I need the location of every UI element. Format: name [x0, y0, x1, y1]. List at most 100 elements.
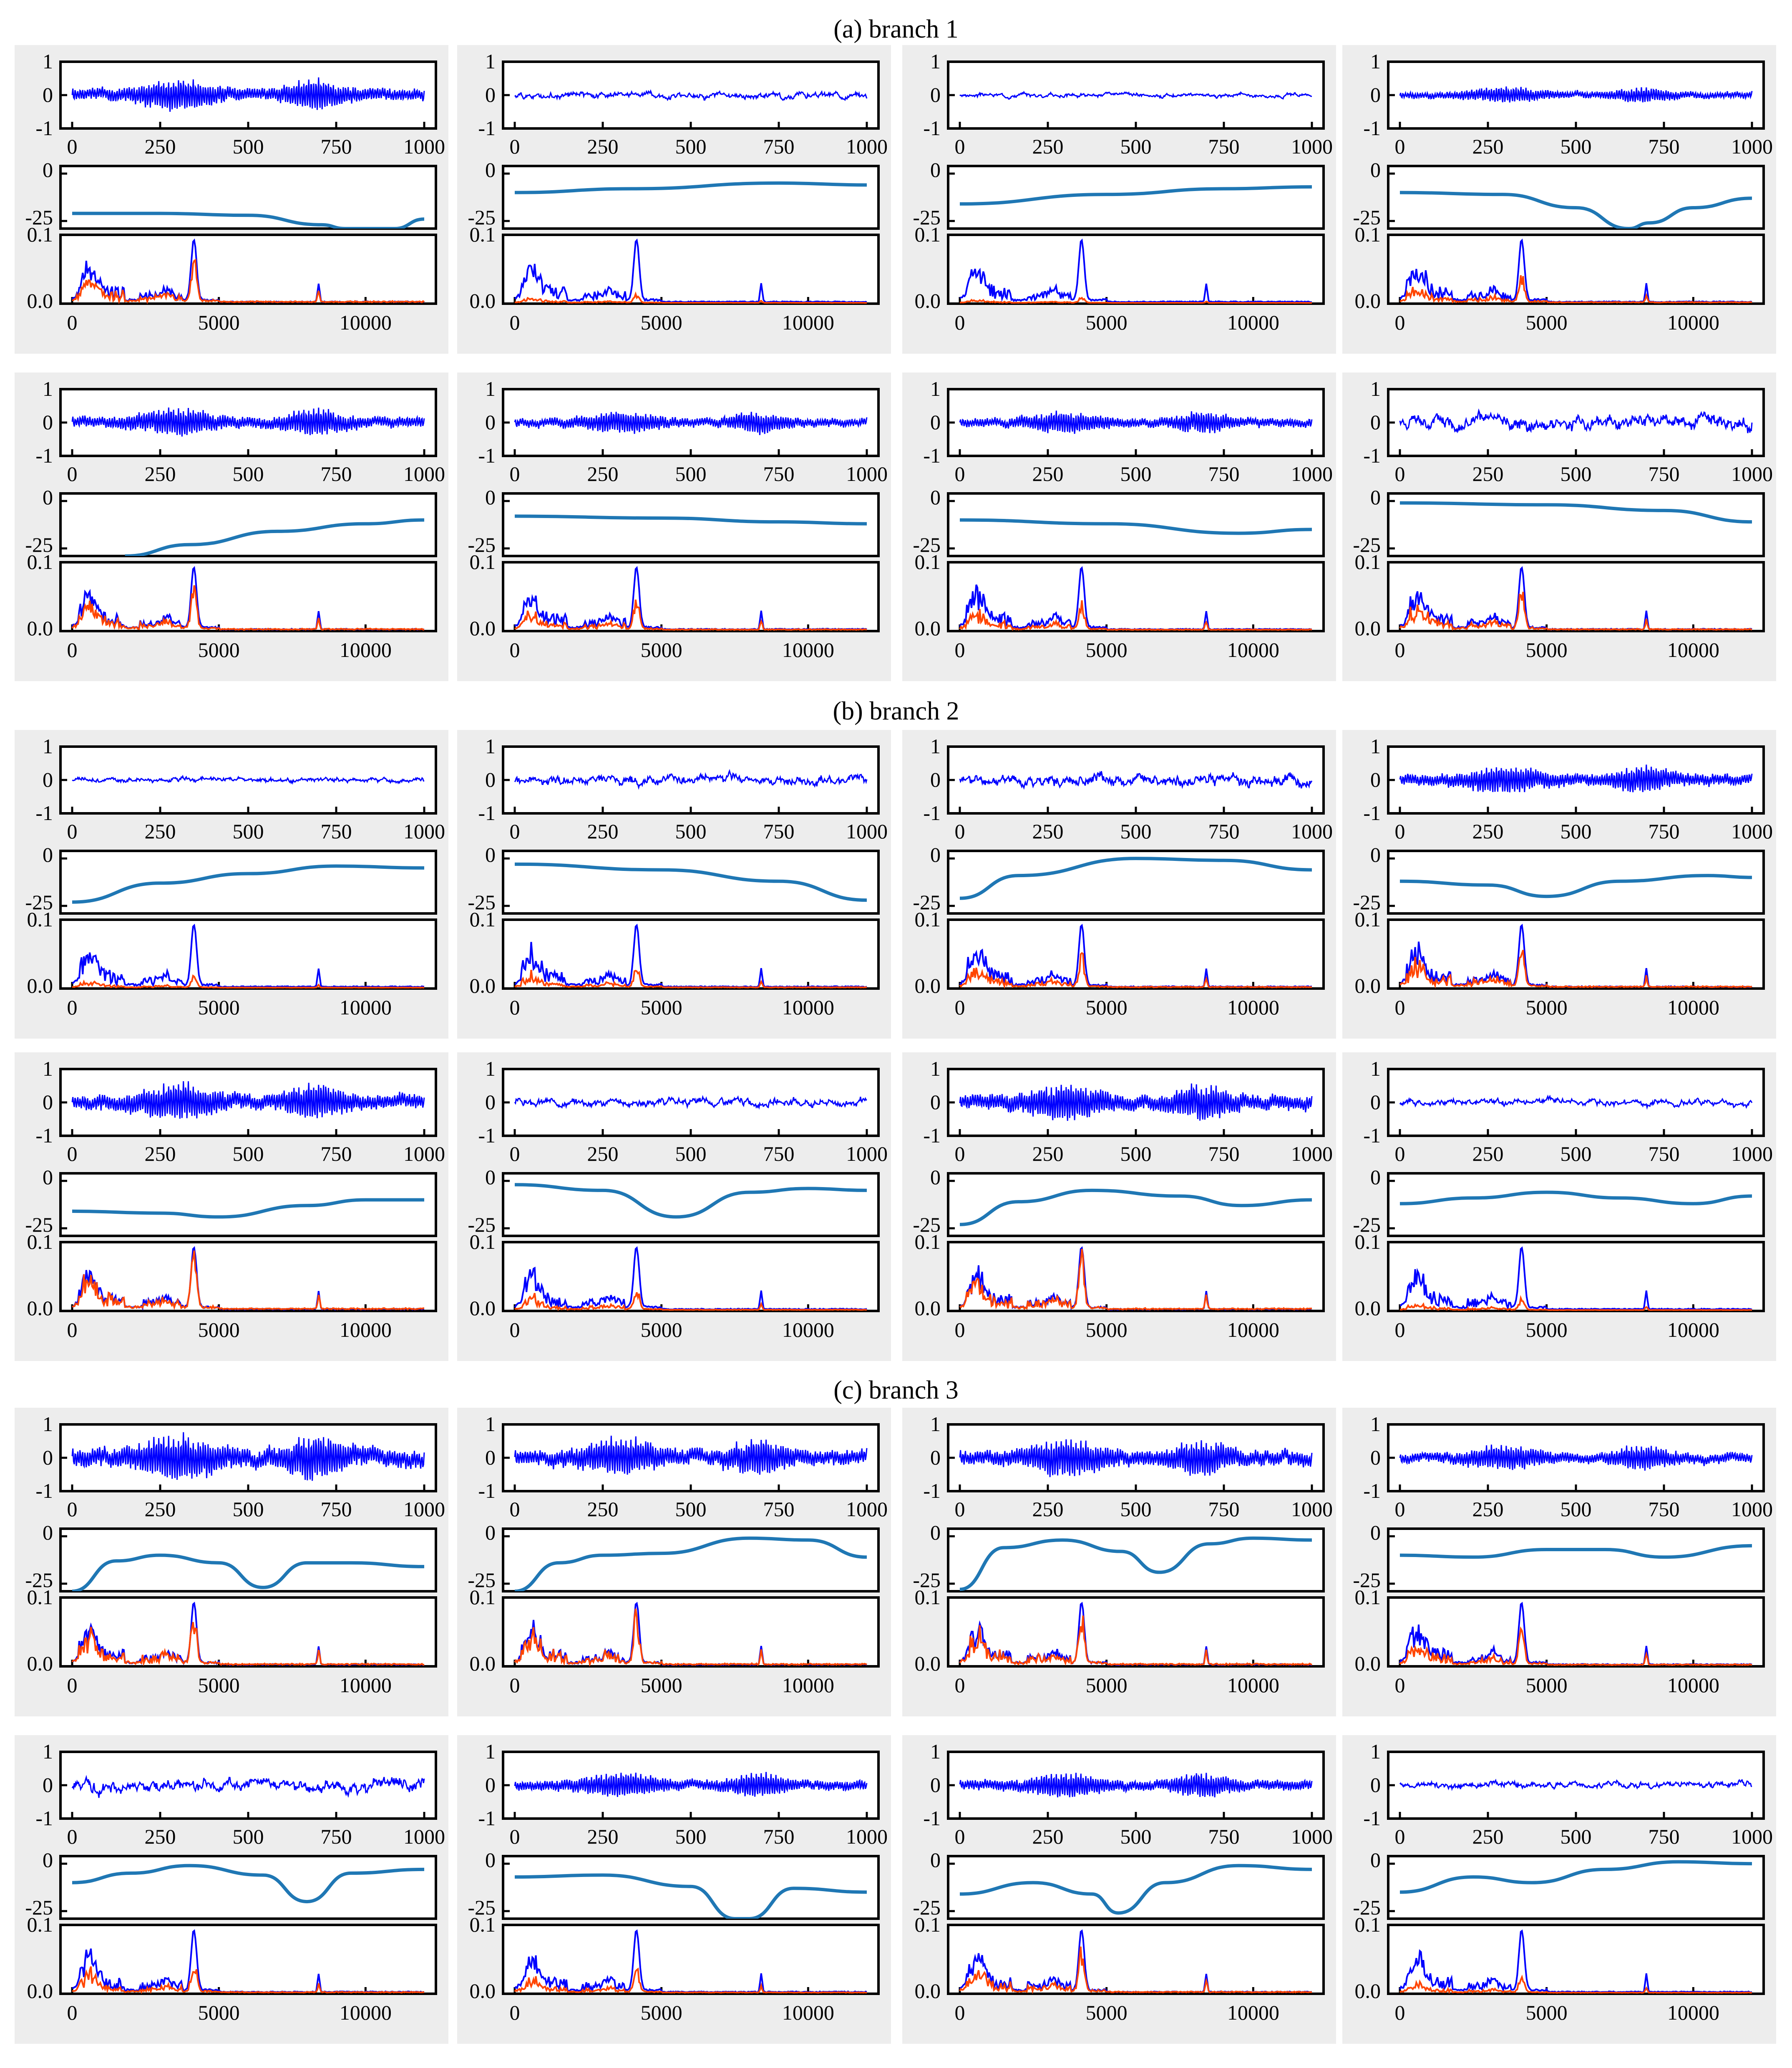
- svg-text:1000: 1000: [846, 135, 888, 158]
- svg-text:0: 0: [930, 1773, 941, 1796]
- svg-text:0.0: 0.0: [1355, 974, 1381, 997]
- svg-text:-1: -1: [35, 116, 53, 140]
- svg-text:0.0: 0.0: [27, 1979, 53, 2003]
- svg-text:-25: -25: [1353, 1213, 1381, 1236]
- svg-text:5000: 5000: [1086, 996, 1128, 1019]
- svg-text:500: 500: [233, 1497, 264, 1521]
- svg-text:250: 250: [1472, 1142, 1504, 1165]
- chart-panel: 1 0 -1 0 250 500 750 1000 0 -25 0.1 0.0 0 5000 10000: [457, 730, 891, 1039]
- svg-text:500: 500: [1560, 820, 1592, 843]
- svg-text:-25: -25: [1353, 533, 1381, 556]
- svg-text:500: 500: [1560, 135, 1592, 158]
- svg-text:-1: -1: [478, 1479, 496, 1502]
- svg-text:5000: 5000: [641, 311, 682, 334]
- svg-text:250: 250: [1472, 135, 1504, 158]
- svg-text:10000: 10000: [782, 311, 834, 334]
- svg-text:250: 250: [1032, 1825, 1064, 1848]
- svg-text:750: 750: [321, 135, 352, 158]
- svg-text:750: 750: [763, 135, 795, 158]
- svg-text:0.1: 0.1: [27, 908, 53, 931]
- svg-text:0: 0: [485, 486, 496, 509]
- svg-text:5000: 5000: [1526, 638, 1568, 662]
- svg-text:500: 500: [1560, 1825, 1592, 1848]
- svg-text:0.0: 0.0: [915, 616, 941, 640]
- svg-text:0: 0: [43, 1773, 53, 1796]
- svg-text:500: 500: [1120, 1825, 1152, 1848]
- svg-text:0: 0: [43, 1165, 53, 1189]
- svg-text:0.1: 0.1: [470, 908, 496, 931]
- svg-text:0: 0: [1370, 410, 1381, 434]
- svg-text:5000: 5000: [1086, 1318, 1128, 1341]
- chart-panel: 1 0 -1 0 250 500 750 1000 0 -25 0.1 0.0 0 5000 10000: [457, 45, 891, 354]
- svg-text:1: 1: [43, 1057, 53, 1080]
- svg-text:10000: 10000: [782, 638, 834, 662]
- svg-text:-25: -25: [468, 206, 496, 229]
- svg-text:500: 500: [675, 1142, 707, 1165]
- svg-text:0.0: 0.0: [915, 974, 941, 997]
- svg-text:0.1: 0.1: [915, 908, 941, 931]
- svg-text:0.1: 0.1: [915, 1230, 941, 1253]
- svg-text:1: 1: [43, 1412, 53, 1436]
- svg-text:0: 0: [1395, 1673, 1405, 1697]
- svg-text:0.0: 0.0: [27, 1296, 53, 1320]
- svg-text:0: 0: [67, 311, 78, 334]
- chart-panel: 1 0 -1 0 250 500 750 1000 0 -25 0.1 0.0 0 5000 10000: [1342, 372, 1776, 681]
- svg-text:250: 250: [1032, 820, 1064, 843]
- svg-text:5000: 5000: [641, 1318, 682, 1341]
- svg-text:10000: 10000: [1227, 1673, 1279, 1697]
- svg-text:10000: 10000: [340, 2001, 392, 2024]
- svg-text:0.0: 0.0: [1355, 1979, 1381, 2003]
- svg-text:5000: 5000: [1086, 2001, 1128, 2024]
- svg-text:0: 0: [510, 311, 520, 334]
- svg-text:1000: 1000: [1731, 1825, 1773, 1848]
- svg-text:0.1: 0.1: [1355, 1585, 1381, 1609]
- svg-text:500: 500: [1560, 1142, 1592, 1165]
- svg-text:250: 250: [1032, 135, 1064, 158]
- svg-text:0: 0: [1395, 462, 1405, 486]
- svg-text:0.0: 0.0: [1355, 1296, 1381, 1320]
- svg-text:-1: -1: [1363, 801, 1381, 825]
- svg-text:0: 0: [930, 843, 941, 866]
- svg-text:750: 750: [1208, 1825, 1240, 1848]
- svg-text:1: 1: [485, 377, 496, 400]
- svg-text:-1: -1: [35, 801, 53, 825]
- svg-text:-1: -1: [923, 1124, 941, 1147]
- svg-text:5000: 5000: [1526, 1673, 1568, 1697]
- svg-text:0: 0: [67, 1497, 78, 1521]
- svg-text:-25: -25: [913, 1568, 941, 1592]
- svg-text:0: 0: [955, 462, 965, 486]
- svg-text:1: 1: [930, 1412, 941, 1436]
- svg-text:5000: 5000: [198, 311, 240, 334]
- svg-text:500: 500: [233, 1825, 264, 1848]
- section-title: (c) branch 3: [833, 1376, 959, 1404]
- svg-text:1000: 1000: [403, 1497, 445, 1521]
- svg-text:0.1: 0.1: [1355, 908, 1381, 931]
- svg-text:0: 0: [485, 1848, 496, 1872]
- chart-panel: 1 0 -1 0 250 500 750 1000 0 -25 0.1 0.0 0 5000 10000: [15, 730, 448, 1039]
- svg-text:5000: 5000: [641, 996, 682, 1019]
- svg-text:0.0: 0.0: [915, 1296, 941, 1320]
- svg-text:0: 0: [1395, 1142, 1405, 1165]
- svg-text:10000: 10000: [1227, 996, 1279, 1019]
- svg-text:1: 1: [930, 1740, 941, 1763]
- svg-text:1000: 1000: [403, 1142, 445, 1165]
- svg-text:0.1: 0.1: [1355, 1230, 1381, 1253]
- svg-text:750: 750: [1649, 1825, 1680, 1848]
- svg-text:0: 0: [485, 843, 496, 866]
- svg-text:750: 750: [1208, 135, 1240, 158]
- svg-text:0: 0: [930, 158, 941, 181]
- svg-text:0: 0: [930, 1165, 941, 1189]
- svg-text:250: 250: [1472, 1825, 1504, 1848]
- svg-text:-25: -25: [468, 1568, 496, 1592]
- svg-text:0: 0: [510, 1142, 520, 1165]
- svg-text:0: 0: [485, 1165, 496, 1189]
- svg-text:0: 0: [67, 1825, 78, 1848]
- svg-text:0.0: 0.0: [470, 1652, 496, 1675]
- svg-text:5000: 5000: [1526, 2001, 1568, 2024]
- svg-text:-25: -25: [25, 533, 53, 556]
- svg-text:-1: -1: [923, 444, 941, 467]
- svg-text:0: 0: [510, 1825, 520, 1848]
- svg-text:500: 500: [1120, 820, 1152, 843]
- svg-text:-1: -1: [923, 801, 941, 825]
- svg-text:0: 0: [1370, 843, 1381, 866]
